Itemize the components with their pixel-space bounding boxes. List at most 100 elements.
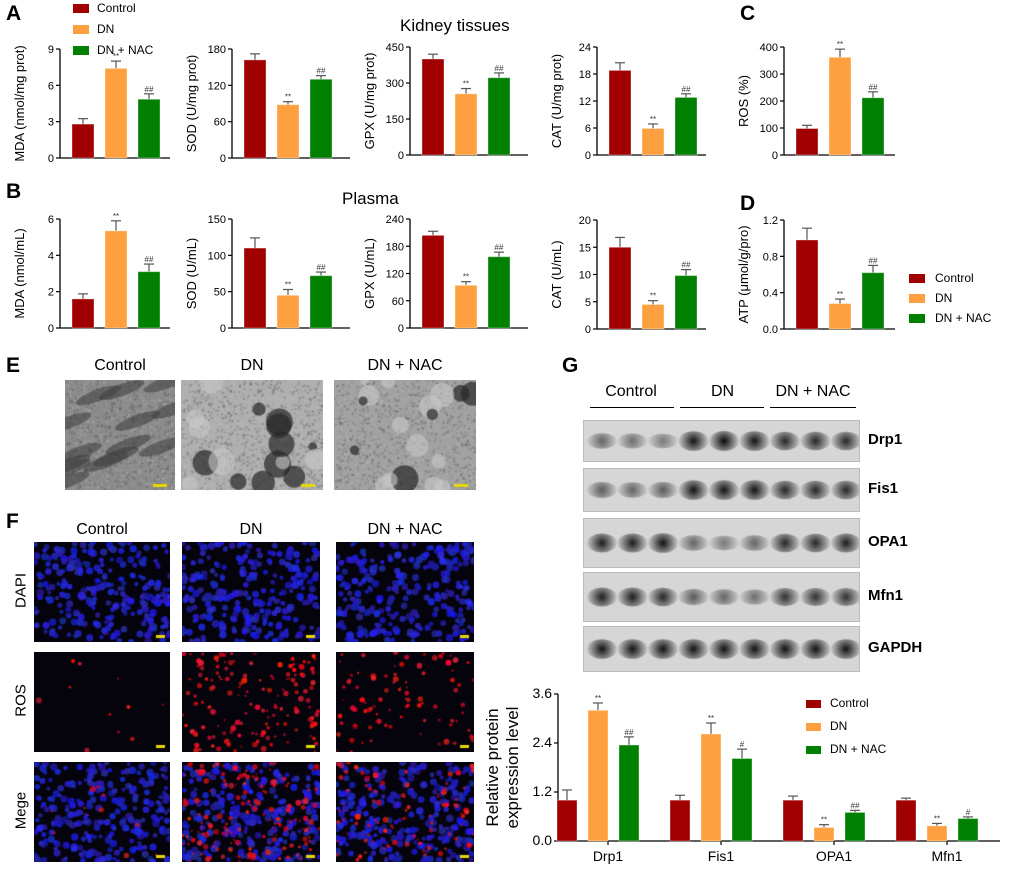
- bar: [454, 284, 478, 329]
- legend-swatch: [806, 746, 821, 754]
- tem-image-dnnac: [334, 380, 476, 490]
- y-tick-label: 0: [772, 150, 778, 162]
- y-tick-label: 12: [579, 96, 591, 108]
- significance-label: **: [463, 80, 469, 89]
- legend-swatch: [73, 4, 89, 13]
- significance-label: ##: [625, 728, 634, 737]
- bar: [674, 96, 698, 156]
- significance-label: ##: [495, 243, 504, 252]
- legend-label: Control: [935, 271, 974, 285]
- y-tick-label: 0: [585, 150, 591, 162]
- bar: [587, 709, 609, 842]
- significance-label: **: [285, 280, 291, 289]
- x-tick-label: Fis1: [708, 848, 735, 864]
- y-tick-label: 300: [760, 69, 778, 81]
- y-tick-label: 120: [386, 269, 404, 281]
- blot-gapdh: [583, 626, 860, 672]
- panel-label-f: F: [6, 510, 19, 533]
- significance-label: ##: [682, 261, 691, 270]
- protein-label: GAPDH: [868, 639, 923, 656]
- y-tick-label: 0: [585, 324, 591, 336]
- significance-label: **: [595, 694, 601, 703]
- g-group-dnnac: DN + NAC: [775, 383, 851, 400]
- e-col-control: Control: [94, 357, 146, 374]
- y-tick-label: 0.0: [763, 324, 778, 336]
- y-tick-label: 180: [386, 241, 404, 253]
- fluorescence-image: [34, 542, 170, 642]
- bar: [782, 799, 804, 842]
- y-tick-label: 0: [48, 323, 54, 335]
- significance-label: ##: [317, 67, 326, 76]
- y-tick-label: 2: [48, 287, 54, 299]
- y-tick-label: 24: [579, 42, 591, 54]
- significance-label: **: [837, 290, 843, 299]
- panel-label-c: C: [740, 2, 756, 25]
- bar: [243, 247, 267, 329]
- panel-label-g: G: [562, 354, 579, 377]
- y-tick-label: 5: [585, 297, 591, 309]
- y-tick-label: 50: [214, 287, 226, 299]
- kidney-title: Kidney tissues: [400, 16, 510, 35]
- bar: [618, 744, 640, 842]
- f-row-ros: ROS: [12, 684, 30, 717]
- y-tick-label: 150: [386, 114, 404, 126]
- bar: [71, 123, 95, 159]
- significance-label: **: [934, 814, 940, 823]
- panel-label-d: D: [740, 192, 756, 215]
- blot-drp1: [583, 420, 860, 462]
- bar: [421, 234, 445, 329]
- f-row-mege: Mege: [12, 791, 30, 830]
- legend-swatch: [806, 723, 821, 731]
- y-tick-label: 0: [398, 323, 404, 335]
- bar: [861, 97, 885, 156]
- blot-opa1: [583, 518, 860, 568]
- y-axis-label: CAT (U/mL): [549, 240, 564, 308]
- tem-image-control: [65, 380, 175, 490]
- bar: [795, 239, 819, 330]
- blot-mfn1: [583, 572, 860, 622]
- significance-label: ##: [495, 64, 504, 73]
- y-axis-label-line2: expression level: [503, 707, 522, 829]
- y-axis-label: ATP (μmol/g/pro): [736, 225, 751, 323]
- bar: [641, 127, 665, 156]
- y-tick-label: 400: [760, 42, 778, 54]
- e-col-dn: DN: [240, 357, 264, 374]
- legend-label: DN: [935, 291, 952, 305]
- significance-label: **: [113, 52, 119, 61]
- y-tick-label: 0.4: [763, 288, 778, 300]
- bar: [844, 811, 866, 842]
- y-tick-label: 2.4: [533, 734, 553, 750]
- y-tick-label: 100: [208, 250, 226, 262]
- legend-label: DN + NAC: [830, 742, 887, 756]
- y-tick-label: 200: [760, 96, 778, 108]
- legend-swatch: [806, 700, 821, 708]
- bar: [895, 799, 917, 842]
- significance-label: **: [650, 115, 656, 124]
- legend-swatch: [73, 25, 89, 34]
- bar: [137, 98, 161, 159]
- g-group-control: Control: [605, 383, 657, 400]
- y-tick-label: 300: [386, 78, 404, 90]
- significance-label: **: [113, 212, 119, 221]
- bar: [608, 69, 632, 156]
- significance-label: **: [708, 714, 714, 723]
- bar: [487, 256, 511, 329]
- y-axis-label: ROS (%): [736, 75, 751, 127]
- protein-label: OPA1: [868, 533, 908, 550]
- f-row-dapi: DAPI: [12, 573, 30, 609]
- significance-label: ##: [851, 801, 860, 810]
- panel-label-e: E: [6, 354, 21, 377]
- y-tick-label: 18: [579, 69, 591, 81]
- y-tick-label: 4: [48, 250, 54, 262]
- significance-label: ##: [145, 255, 154, 264]
- y-axis-label: SOD (U/mL): [184, 238, 199, 310]
- plasma-title: Plasma: [342, 189, 399, 208]
- fluorescence-image: [336, 762, 474, 862]
- bar: [276, 104, 300, 159]
- bar: [700, 733, 722, 842]
- significance-label: **: [837, 40, 843, 49]
- bar: [454, 93, 478, 156]
- y-tick-label: 0.0: [533, 832, 553, 848]
- bar: [828, 56, 852, 156]
- bar: [669, 799, 691, 842]
